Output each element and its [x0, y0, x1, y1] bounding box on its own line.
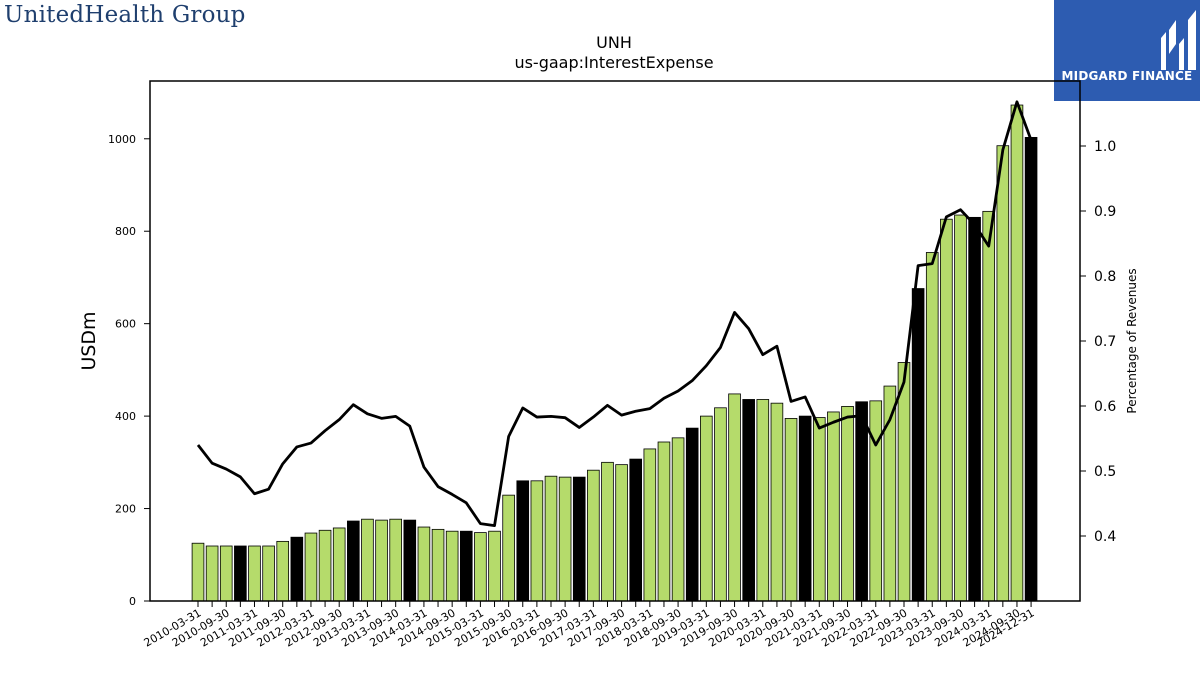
y2-tick-label: 0.4: [1094, 529, 1116, 545]
y-tick-label: 200: [115, 503, 136, 516]
y2-axis-label: Percentage of Revenues: [1125, 268, 1139, 413]
bar: [925, 252, 939, 602]
y-axis-right: 0.4 0.5 0.6 0.7 0.8 0.9 1.0: [1080, 139, 1116, 545]
bar: [347, 520, 360, 602]
bar: [643, 448, 657, 602]
y-tick-label: 800: [115, 225, 136, 238]
y-tick-label: 1000: [108, 133, 136, 146]
bar: [488, 530, 501, 602]
bar: [361, 518, 374, 602]
bar: [685, 427, 699, 602]
bar: [714, 407, 727, 602]
midgard-finance-mark-icon: [1161, 10, 1196, 70]
series-line: [196, 100, 1033, 527]
unitedhealth-group-logo: UnitedHealth Group: [4, 2, 246, 28]
bar: [968, 216, 981, 602]
bar: [855, 401, 868, 602]
bar: [827, 411, 840, 602]
bar: [304, 532, 318, 602]
bar: [615, 464, 628, 602]
bars-layer: [191, 104, 1038, 602]
midgard-finance-logo: MIDGARD FINANCE: [1054, 0, 1200, 101]
bar: [911, 288, 925, 602]
x-axis: 2010-03-312010-09-302011-03-312011-09-30…: [142, 601, 1037, 650]
y2-tick-label: 0.7: [1094, 334, 1116, 350]
bar: [897, 362, 911, 602]
bar: [219, 545, 233, 602]
bar: [375, 519, 388, 602]
bar: [700, 415, 713, 602]
y2-tick-label: 0.6: [1094, 399, 1116, 415]
bar: [1010, 104, 1024, 602]
bar: [502, 494, 515, 602]
chart-subtitle: us-gaap:InterestExpense: [514, 53, 713, 72]
bar: [516, 480, 530, 602]
bar: [742, 399, 755, 602]
y-tick-label: 600: [115, 318, 136, 331]
y2-tick-label: 0.5: [1094, 464, 1116, 480]
bar: [474, 532, 487, 602]
bar: [1024, 136, 1038, 602]
bar: [318, 529, 332, 602]
bar: [784, 418, 798, 602]
bar: [191, 542, 205, 602]
y2-tick-label: 0.8: [1094, 269, 1116, 285]
bar: [262, 545, 275, 602]
bar: [445, 530, 459, 602]
bar: [290, 536, 304, 602]
corner-logo-text: MIDGARD FINANCE: [1061, 69, 1193, 83]
bar: [544, 475, 558, 602]
bar: [389, 518, 402, 602]
y-tick-label: 400: [115, 410, 136, 423]
bar: [756, 399, 770, 602]
bar: [770, 402, 784, 602]
bar: [587, 469, 600, 602]
bar: [403, 519, 417, 602]
bar: [234, 545, 247, 602]
bar: [629, 458, 643, 602]
bar: [982, 210, 996, 602]
bar: [530, 480, 544, 602]
bar: [728, 393, 741, 602]
bar: [841, 405, 854, 602]
bar: [572, 476, 586, 602]
bar: [601, 461, 614, 602]
bar: [869, 400, 883, 602]
y-axis-left: 0 200 400 600 800 1000: [108, 133, 150, 608]
bar: [431, 528, 445, 602]
brand-logo-text: UnitedHealth Group: [4, 2, 246, 28]
bar: [417, 526, 431, 602]
bar: [459, 530, 473, 602]
y-tick-label: 0: [129, 595, 136, 608]
bar: [940, 218, 953, 602]
bar: [996, 145, 1010, 602]
bar: [248, 545, 261, 602]
chart-title: UNH: [596, 33, 632, 52]
bar: [332, 527, 346, 602]
bar: [671, 437, 685, 602]
bar: [812, 417, 826, 602]
bar: [276, 540, 290, 602]
bar: [558, 476, 572, 602]
y-axis-label: USDm: [78, 311, 100, 370]
y2-tick-label: 1.0: [1094, 139, 1116, 155]
y2-tick-label: 0.9: [1094, 204, 1116, 220]
bar: [205, 545, 219, 602]
bar: [657, 441, 671, 602]
bar: [954, 214, 967, 602]
line-layer: [196, 100, 1033, 527]
bar: [798, 415, 812, 602]
